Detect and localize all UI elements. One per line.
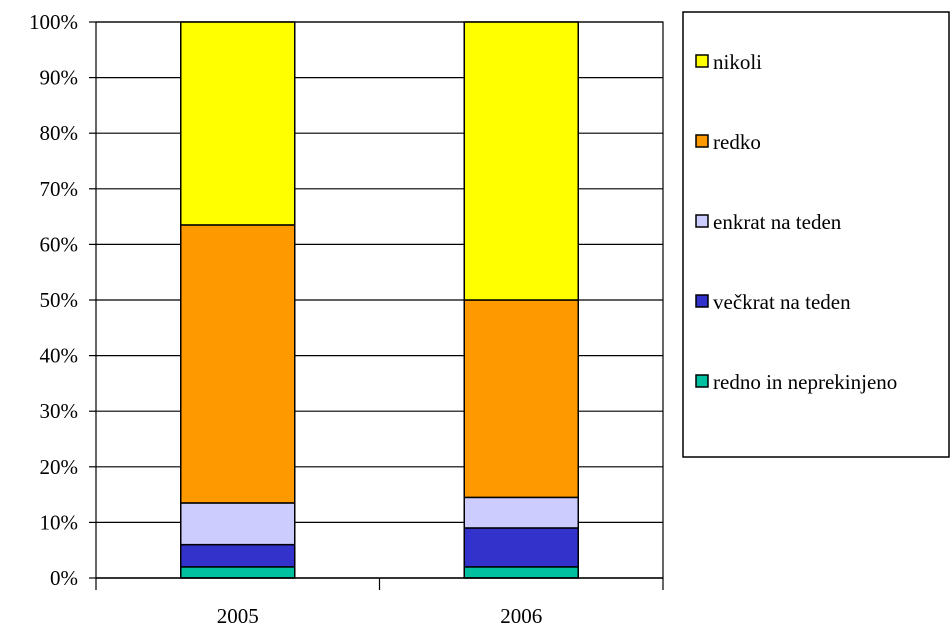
legend-label: nikoli (713, 50, 762, 74)
legend-swatch (695, 294, 709, 308)
bar-segment (463, 496, 579, 529)
bar-segment (463, 21, 579, 301)
y-tick-label: 0% (50, 566, 78, 590)
y-tick-label: 40% (40, 344, 79, 368)
legend-label: redko (713, 130, 761, 154)
y-tick-label: 70% (40, 177, 79, 201)
x-tick-labels: 2005 2006 (217, 604, 543, 628)
y-tick-labels: 0% 10% 20% 30% 40% 50% 60% 70% 80% 90% 100% (29, 10, 78, 590)
axes (89, 21, 664, 590)
y-tick-label: 10% (40, 510, 79, 534)
x-tick-label: 2006 (500, 604, 542, 628)
bar-segment (463, 527, 579, 568)
legend-label: redno in neprekinjeno (713, 370, 897, 394)
legend-box (682, 11, 950, 458)
y-tick-label: 60% (40, 232, 79, 256)
legend-swatch (695, 214, 709, 228)
x-tick-label: 2005 (217, 604, 259, 628)
bar-segment (463, 299, 579, 499)
bar-segment (180, 566, 296, 579)
y-tick-label: 30% (40, 399, 79, 423)
bar-segment (180, 543, 296, 568)
legend-swatch (695, 374, 709, 388)
y-tick-label: 20% (40, 455, 79, 479)
bar-segment (180, 224, 296, 504)
legend: nikoli redko enkrat na teden večkrat na ted… (682, 11, 950, 458)
bar-segment (180, 502, 296, 546)
y-tick-label: 100% (29, 10, 78, 34)
bar-segment (463, 566, 579, 579)
bars (180, 21, 579, 579)
y-tick-label: 50% (40, 288, 79, 312)
legend-label: večkrat na teden (713, 290, 851, 314)
legend-label: enkrat na teden (713, 210, 842, 234)
y-tick-label: 90% (40, 66, 79, 90)
y-tick-label: 80% (40, 121, 79, 145)
bar-segment (180, 21, 296, 226)
legend-swatch (695, 54, 709, 68)
legend-swatch (695, 134, 709, 148)
